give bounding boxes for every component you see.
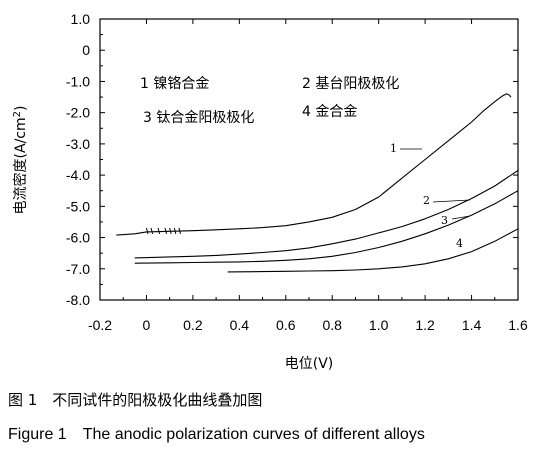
series-1-noise-mark [173,227,177,235]
x-tick-label: 0.8 [322,317,342,333]
series-1-noise-mark [145,227,149,235]
legend-entry-1: 1 镍铬合金 [140,76,209,92]
y-tick-label: -8.0 [66,292,90,308]
y-tick-label: 0 [82,42,90,58]
x-tick-label: -0.2 [88,317,112,333]
y-tick-label: -6.0 [66,230,90,246]
series-1-noise-mark [157,227,161,235]
figure-caption-chinese: 图 1 不同试件的阳极极化曲线叠加图 [8,391,263,409]
legend-entry-2: 2 基台阳极极化 [302,75,399,92]
x-tick-label: 1.2 [415,317,435,333]
x-tick-label: 0.4 [230,317,250,333]
curve-label-4: 4 [456,237,463,250]
y-axis-title: 电流密度(A/cm2) [12,106,29,215]
y-tick-label: -5.0 [66,198,90,214]
series-1-line [116,93,512,236]
legend-entry-4: 4 金合金 [302,104,357,120]
y-axis-title-close: ) [13,106,29,111]
series-4-line [227,228,519,273]
y-tick-label: -2.0 [66,105,90,121]
series-1-noise-mark [150,227,154,235]
x-tick-label: 0.2 [183,317,203,333]
polarization-chart: 1.0 0 -1.0 -2.0 -3.0 -4.0 -5.0 -6.0 -7.0 -8.0 -0.2… [12,11,528,372]
plot-frame [99,18,519,301]
series-3-line [134,190,519,264]
y-tick-label: -7.0 [66,261,90,277]
x-tick-label: 1.6 [508,317,528,333]
y-tick-label: 1.0 [71,11,91,27]
series-1-noise-mark [178,227,181,235]
x-tick-label: 0 [143,317,151,333]
x-axis-title: 电位(V) [285,356,334,372]
y-axis-title-main: 电流密度(A/cm [12,117,29,214]
plot-area: 1.0 0 -1.0 -2.0 -3.0 -4.0 -5.0 -6.0 -7.0 -8.0 -0.2… [12,11,528,372]
curve-label-2-leader [432,199,471,203]
curve-label-2: 2 [423,194,430,207]
x-tick-label: 1.0 [369,317,389,333]
curve-label-3: 3 [441,214,448,227]
y-axis-title-superscript: 2 [12,111,23,117]
series-1-noise-mark [169,227,172,235]
curve-label-1: 1 [390,142,397,155]
legend-entry-3: 3 钛合金阳极极化 [143,110,254,126]
curve-label-3-leader [451,215,471,220]
y-tick-label: -1.0 [66,73,90,89]
x-tick-label: 0.6 [276,317,296,333]
series-1-noise-mark [164,227,168,235]
y-tick-label: -3.0 [66,136,90,152]
y-tick-label: -4.0 [66,167,90,183]
series-2-line [134,169,519,259]
x-tick-label: 1.4 [462,317,482,333]
figure-caption-english: Figure 1 The anodic polarization curves … [8,426,425,443]
